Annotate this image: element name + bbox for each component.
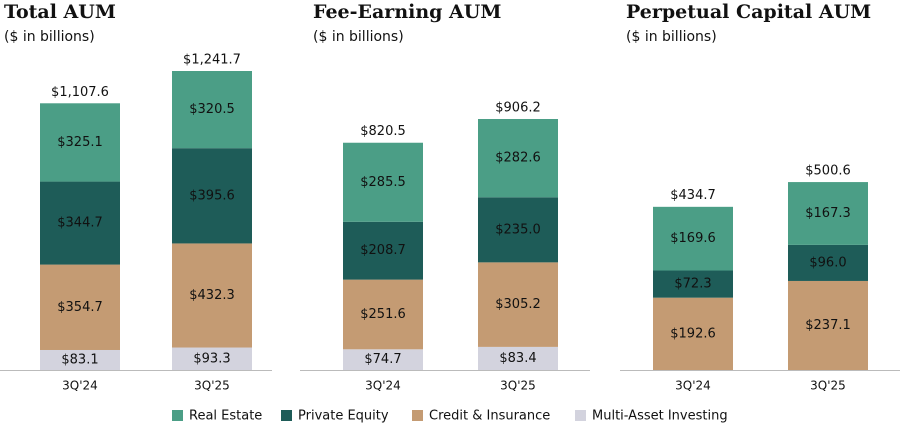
value-label: $93.3: [193, 351, 230, 366]
value-label: $83.1: [61, 352, 98, 367]
value-label: $285.5: [360, 175, 406, 190]
total-label: $434.7: [670, 188, 716, 203]
bar-segment: [478, 197, 558, 263]
value-label: $74.7: [364, 352, 401, 367]
value-label: $282.6: [495, 151, 541, 166]
legend-swatch: [412, 410, 423, 421]
value-label: $344.7: [57, 216, 103, 231]
value-label: $432.3: [189, 288, 235, 303]
bar-segment: [172, 347, 252, 370]
bar-segment: [40, 181, 120, 265]
chart-subtitle: ($ in billions): [626, 29, 717, 45]
bar-segment: [478, 346, 558, 370]
value-label: $83.4: [499, 351, 536, 366]
value-label: $235.0: [495, 222, 541, 237]
value-label: $72.3: [674, 277, 711, 292]
total-label: $500.6: [805, 164, 851, 179]
value-label: $354.7: [57, 300, 103, 315]
bar-segment: [343, 221, 423, 280]
x-tick-label: 3Q'25: [194, 379, 230, 393]
bar-segment: [653, 270, 733, 298]
legend-swatch: [281, 410, 292, 421]
value-label: $169.6: [670, 231, 716, 246]
chart-title: Perpetual Capital AUM: [626, 1, 871, 23]
bar-segment: [40, 349, 120, 370]
value-label: $167.3: [805, 206, 851, 221]
bar-segment: [172, 148, 252, 244]
bar-segment: [40, 103, 120, 182]
x-tick-label: 3Q'24: [365, 379, 401, 393]
chart-subtitle: ($ in billions): [4, 29, 95, 45]
legend-label: Private Equity: [298, 409, 389, 424]
value-label: $305.2: [495, 297, 541, 312]
value-label: $208.7: [360, 243, 406, 258]
total-label: $1,241.7: [183, 53, 241, 68]
total-label: $820.5: [360, 124, 406, 139]
bar-segment: [343, 279, 423, 350]
chart-title: Fee-Earning AUM: [313, 1, 501, 23]
value-label: $395.6: [189, 188, 235, 203]
legend-swatch: [575, 410, 586, 421]
x-tick-label: 3Q'25: [810, 379, 846, 393]
legend-label: Credit & Insurance: [429, 409, 550, 424]
bar-segment: [172, 71, 252, 149]
value-label: $192.6: [670, 326, 716, 341]
bar-segment: [653, 297, 733, 370]
value-label: $325.1: [57, 135, 103, 150]
bar-segment: [653, 206, 733, 271]
total-label: $1,107.6: [51, 85, 109, 100]
value-label: $237.1: [805, 318, 851, 333]
x-tick-label: 3Q'24: [675, 379, 711, 393]
bar-segment: [478, 262, 558, 347]
bar-segment: [343, 142, 423, 222]
bar-segment: [40, 264, 120, 350]
bar-segment: [788, 244, 868, 281]
legend-label: Multi-Asset Investing: [592, 409, 728, 424]
value-label: $320.5: [189, 102, 235, 117]
value-label: $251.6: [360, 307, 406, 322]
bar-segment: [343, 349, 423, 370]
chart-title: Total AUM: [4, 1, 116, 23]
legend-swatch: [172, 410, 183, 421]
bar-segment: [478, 119, 558, 198]
bar-segment: [172, 243, 252, 348]
value-label: $96.0: [809, 255, 846, 270]
chart-subtitle: ($ in billions): [313, 29, 404, 45]
bar-segment: [788, 280, 868, 370]
total-label: $906.2: [495, 101, 541, 116]
x-tick-label: 3Q'25: [500, 379, 536, 393]
bar-segment: [788, 182, 868, 245]
x-tick-label: 3Q'24: [62, 379, 98, 393]
legend-label: Real Estate: [189, 409, 262, 424]
